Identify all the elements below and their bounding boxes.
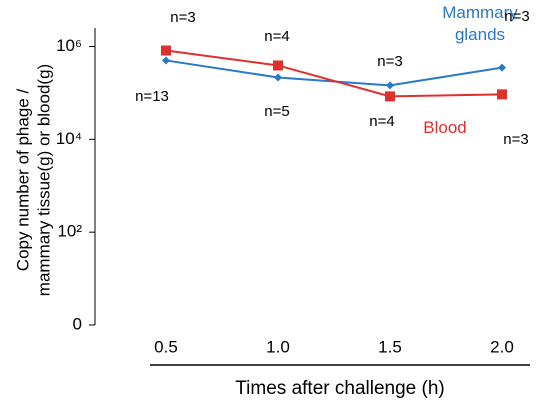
y-tick-label: 10² — [57, 222, 82, 241]
series-line — [165, 49, 503, 98]
marker — [386, 81, 394, 90]
annotation: n=5 — [264, 103, 289, 120]
x-tick-label: 0.5 — [154, 337, 178, 356]
annotation: n=3 — [170, 9, 195, 26]
annotation: n=13 — [135, 88, 169, 105]
series-label: Mammary glands — [442, 3, 518, 44]
marker — [273, 60, 283, 71]
y-axis-label: mammary tissue(g) or blood(g) — [34, 64, 53, 296]
annotation: n=3 — [503, 131, 528, 148]
annotation: n=4 — [264, 28, 289, 45]
marker — [498, 63, 506, 72]
annotation: n=3 — [377, 53, 402, 70]
x-tick-label: 2.0 — [490, 337, 514, 356]
series-label-box: Mammary glands — [442, 3, 518, 44]
annotation: n=4 — [369, 113, 394, 130]
series-label: Blood — [423, 118, 467, 137]
x-tick-label: 1.0 — [266, 337, 290, 356]
marker — [162, 56, 170, 65]
series-label-box: Blood — [423, 118, 467, 137]
marker — [497, 89, 507, 100]
marker — [161, 45, 171, 56]
x-axis-label: Times after challenge (h) — [235, 378, 444, 399]
annotation: n=3 — [504, 8, 529, 25]
y-tick-label: 0 — [73, 314, 82, 333]
marker — [385, 91, 395, 102]
y-axis-label: Copy number of phage / — [13, 89, 32, 272]
x-tick-label: 1.5 — [378, 337, 402, 356]
marker — [274, 73, 282, 82]
y-tick-label: 10⁶ — [56, 36, 82, 55]
y-tick-label: 10⁴ — [56, 129, 82, 148]
